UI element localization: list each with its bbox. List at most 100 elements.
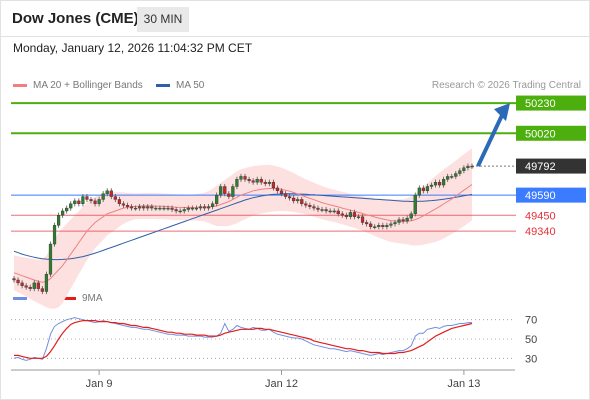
candle-body <box>356 216 361 218</box>
timestamp: Monday, January 12, 2026 11:04:32 PM CET <box>13 41 253 55</box>
candle-body <box>32 282 36 289</box>
candle-body <box>150 206 154 209</box>
candle-body <box>138 206 142 209</box>
credit-text: Research © 2026 Trading Central <box>431 80 581 91</box>
candle-body <box>352 212 357 217</box>
ma9-line <box>14 320 473 359</box>
candle-body <box>373 226 377 228</box>
candle-body <box>105 190 109 194</box>
level-label-50020: 50020 <box>525 128 556 140</box>
candle-body <box>182 209 186 212</box>
candle-body <box>385 225 389 227</box>
candle-body <box>259 179 263 183</box>
candle-body <box>190 207 194 210</box>
level-label-49590: 49590 <box>525 190 556 202</box>
x-tick-label: Jan 9 <box>86 378 113 390</box>
level-label-49450: 49450 <box>525 210 556 222</box>
candle-body <box>405 217 409 222</box>
candle-body <box>61 210 65 216</box>
candle-body <box>235 179 239 187</box>
candle-body <box>409 213 413 219</box>
candle-body <box>360 216 365 223</box>
candle-body <box>28 286 32 289</box>
x-tick-label: Jan 12 <box>265 378 298 390</box>
legend-ma9: 9MA <box>62 293 103 304</box>
candle-body <box>462 167 466 171</box>
level-tag-50230 <box>516 95 586 111</box>
instrument-title: Dow Jones (CME) <box>12 10 139 27</box>
candle-body <box>219 186 223 196</box>
bollinger-band <box>14 148 472 309</box>
candle-body <box>324 209 328 212</box>
candle-body <box>194 207 198 210</box>
candle-body <box>77 200 81 204</box>
candle-body <box>429 184 434 187</box>
candle-body <box>48 243 53 275</box>
candle-body <box>442 179 446 186</box>
candle-body <box>296 199 300 202</box>
level-label-49340: 49340 <box>525 226 556 238</box>
rsi-tick-70: 70 <box>525 315 537 327</box>
candle-body <box>320 209 324 211</box>
candle-body <box>446 176 450 180</box>
candle-body <box>117 199 121 204</box>
candle-body <box>129 206 134 209</box>
timeframe-badge[interactable]: 30 MIN <box>137 7 189 32</box>
candle-body <box>20 282 24 286</box>
legend-ma50: MA 50 <box>156 80 204 91</box>
candle-body <box>52 225 57 245</box>
ma20-line <box>13 184 473 283</box>
candle-body <box>340 213 344 216</box>
candle-body <box>178 210 182 213</box>
candle-body <box>389 223 393 226</box>
candle-body <box>36 282 40 289</box>
candle-body <box>413 194 417 215</box>
candle-body <box>304 203 308 206</box>
candle-body <box>227 193 231 197</box>
candle-body <box>344 215 348 217</box>
candle-body <box>421 187 425 192</box>
ma50-line <box>13 193 473 261</box>
candle-body <box>466 165 470 169</box>
candle-body <box>97 199 101 204</box>
candle-body <box>186 207 190 210</box>
candle-body <box>93 200 97 204</box>
candle-body <box>142 206 146 209</box>
candle-body <box>365 222 369 225</box>
rsi-tick-30: 30 <box>525 353 537 365</box>
candle-body <box>56 215 61 226</box>
candle-body <box>166 207 170 210</box>
candle-body <box>312 206 316 209</box>
x-tick-label: Jan 13 <box>447 378 480 390</box>
candle-body <box>437 181 442 186</box>
legend-ma9-label: 9MA <box>82 293 103 304</box>
candle-body <box>336 210 340 215</box>
candle-body <box>231 186 235 197</box>
candle-body <box>393 222 397 225</box>
candle-body <box>174 209 178 212</box>
candle-body <box>162 207 166 210</box>
candle-body <box>263 181 267 184</box>
candle-body <box>316 207 320 210</box>
candle-body <box>247 179 251 181</box>
chart-header: Dow Jones (CME) 30 MIN <box>0 0 590 36</box>
candle-body <box>425 186 430 192</box>
candle-body <box>223 186 227 194</box>
candle-body <box>69 203 73 209</box>
level-label-50230: 50230 <box>525 98 556 110</box>
candle-body <box>158 207 162 210</box>
candle-body <box>215 194 219 204</box>
candle-body <box>279 190 284 194</box>
candle-body <box>121 203 126 206</box>
candle-body <box>89 199 93 202</box>
candle-body <box>458 170 462 174</box>
candle-body <box>24 285 28 288</box>
candle-body <box>146 206 150 209</box>
candle-body <box>417 187 421 196</box>
candle-body <box>16 279 20 284</box>
candle-body <box>101 193 105 200</box>
candle-body <box>267 181 271 184</box>
rsi-swatch <box>13 296 27 300</box>
level-tag-49590 <box>516 187 586 203</box>
